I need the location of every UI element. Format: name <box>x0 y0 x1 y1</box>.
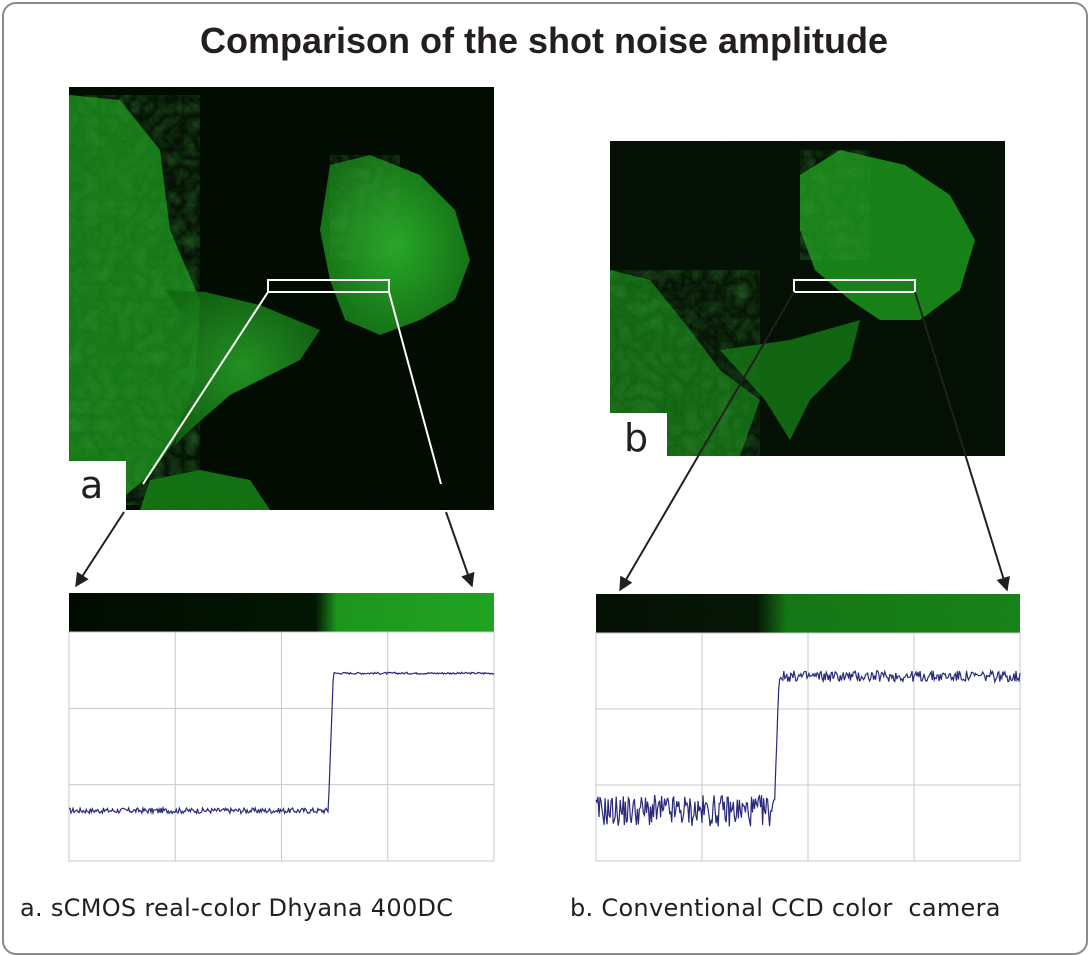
roi-box-b <box>793 279 916 293</box>
micrograph-a <box>69 87 494 510</box>
profile-trace <box>595 668 1021 827</box>
profile-trace <box>68 671 495 816</box>
panel-tag-a: a <box>69 461 126 510</box>
panel-tag-a-text: a <box>80 463 103 507</box>
figure-title: Comparison of the shot noise amplitude <box>199 20 889 61</box>
panel-tag-b-text: b <box>624 416 648 460</box>
panel-tag-b: b <box>610 413 667 460</box>
zoom-arrows-b <box>619 291 1010 592</box>
profile-strip-a <box>69 593 494 632</box>
caption-b: b. Conventional CCD color camera <box>570 894 1001 922</box>
intensity-profile-chart-b <box>595 632 1021 862</box>
roi-box-a <box>267 279 390 293</box>
caption-a: a. sCMOS real-color Dhyana 400DC <box>20 894 454 922</box>
intensity-profile-chart-a <box>68 631 495 862</box>
zoom-arrows-a <box>75 291 475 588</box>
micrograph-b <box>610 141 1005 456</box>
profile-strip-b <box>596 594 1020 633</box>
